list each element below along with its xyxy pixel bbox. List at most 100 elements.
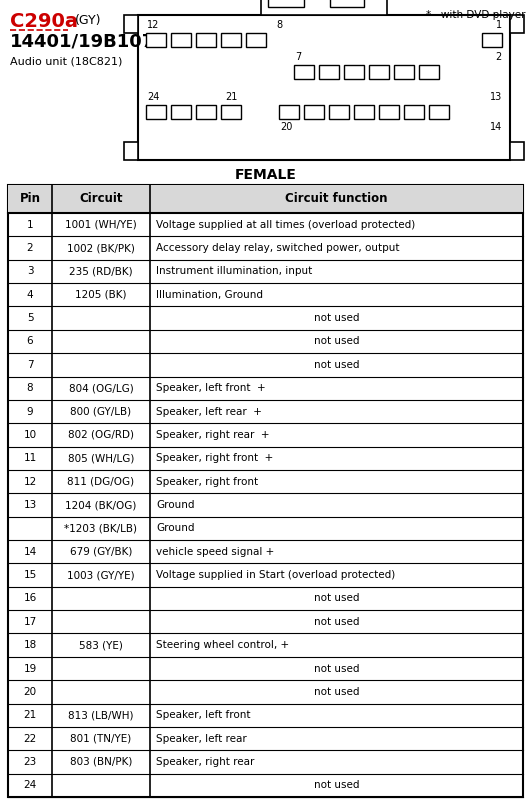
Text: 7: 7: [27, 360, 33, 370]
Text: 6: 6: [27, 337, 33, 346]
Text: 12: 12: [147, 20, 159, 30]
Text: *   with DVD player: * with DVD player: [425, 10, 525, 20]
Text: Steering wheel control, +: Steering wheel control, +: [156, 640, 289, 650]
Text: not used: not used: [314, 687, 359, 697]
Text: 800 (GY/LB): 800 (GY/LB): [71, 406, 132, 417]
Text: 18: 18: [23, 640, 37, 650]
Text: 1: 1: [496, 20, 502, 30]
Text: C290a: C290a: [10, 12, 78, 31]
Bar: [510, 15, 524, 33]
Bar: [419, 65, 439, 79]
Bar: [196, 105, 216, 119]
Text: 20: 20: [23, 687, 37, 697]
Text: 10: 10: [23, 430, 37, 440]
Text: 1003 (GY/YE): 1003 (GY/YE): [67, 570, 135, 580]
Text: Speaker, right rear: Speaker, right rear: [156, 757, 254, 767]
Text: Voltage supplied at all times (overload protected): Voltage supplied at all times (overload …: [156, 220, 415, 230]
Text: 24: 24: [147, 92, 159, 102]
Bar: [171, 105, 191, 119]
Text: 14: 14: [23, 546, 37, 557]
Text: 4: 4: [27, 290, 33, 300]
Bar: [138, 15, 510, 160]
Bar: [146, 33, 166, 47]
Text: Accessory delay relay, switched power, output: Accessory delay relay, switched power, o…: [156, 243, 399, 253]
Text: 801 (TN/YE): 801 (TN/YE): [71, 734, 132, 743]
Text: Audio unit (18C821): Audio unit (18C821): [10, 56, 122, 66]
Text: Speaker, left front: Speaker, left front: [156, 710, 251, 720]
Bar: [329, 105, 349, 119]
Text: Speaker, right rear  +: Speaker, right rear +: [156, 430, 270, 440]
Text: 23: 23: [23, 757, 37, 767]
Text: 1: 1: [27, 220, 33, 230]
Text: 1204 (BK/OG): 1204 (BK/OG): [65, 500, 136, 510]
Text: 805 (WH/LG): 805 (WH/LG): [68, 454, 134, 463]
Bar: [146, 105, 166, 119]
Bar: [405, 105, 424, 119]
Text: 813 (LB/WH): 813 (LB/WH): [68, 710, 134, 720]
Bar: [394, 65, 414, 79]
Text: vehicle speed signal +: vehicle speed signal +: [156, 546, 274, 557]
Bar: [171, 33, 191, 47]
Text: 8: 8: [27, 383, 33, 393]
Text: Speaker, left front  +: Speaker, left front +: [156, 383, 266, 393]
Bar: [279, 105, 299, 119]
Text: 802 (OG/RD): 802 (OG/RD): [68, 430, 134, 440]
Text: 583 (YE): 583 (YE): [79, 640, 123, 650]
Text: 17: 17: [23, 617, 37, 627]
Text: Ground: Ground: [156, 523, 194, 534]
Bar: [8, 185, 523, 797]
Text: Pin: Pin: [20, 193, 40, 206]
Text: 22: 22: [23, 734, 37, 743]
Text: 20: 20: [280, 122, 293, 132]
Text: 8: 8: [276, 20, 282, 30]
Text: not used: not used: [314, 617, 359, 627]
Text: Illumination, Ground: Illumination, Ground: [156, 290, 263, 300]
Text: 811 (DG/OG): 811 (DG/OG): [67, 477, 134, 486]
Bar: [304, 105, 324, 119]
Text: 1001 (WH/YE): 1001 (WH/YE): [65, 220, 137, 230]
Text: (GY): (GY): [75, 14, 101, 27]
Text: 24: 24: [23, 780, 37, 790]
Bar: [124, 15, 138, 33]
Text: 19: 19: [23, 663, 37, 674]
Text: Circuit function: Circuit function: [285, 193, 388, 206]
Text: 1002 (BK/PK): 1002 (BK/PK): [67, 243, 135, 253]
Text: 1205 (BK): 1205 (BK): [75, 290, 127, 300]
Text: Instrument illumination, input: Instrument illumination, input: [156, 266, 312, 277]
Text: Circuit: Circuit: [79, 193, 123, 206]
Text: 2: 2: [27, 243, 33, 253]
Bar: [261, 0, 387, 15]
Text: not used: not used: [314, 594, 359, 603]
Text: 21: 21: [225, 92, 237, 102]
Bar: [221, 33, 241, 47]
Text: *1203 (BK/LB): *1203 (BK/LB): [64, 523, 138, 534]
Bar: [369, 65, 389, 79]
Bar: [319, 65, 339, 79]
Text: 11: 11: [23, 454, 37, 463]
Text: not used: not used: [314, 663, 359, 674]
Bar: [294, 65, 314, 79]
Text: 13: 13: [23, 500, 37, 510]
Text: Ground: Ground: [156, 500, 194, 510]
Bar: [482, 33, 502, 47]
Text: not used: not used: [314, 313, 359, 323]
Text: 13: 13: [490, 92, 502, 102]
Text: 679 (GY/BK): 679 (GY/BK): [70, 546, 132, 557]
Text: 14: 14: [490, 122, 502, 132]
Text: 21: 21: [23, 710, 37, 720]
Text: 9: 9: [27, 406, 33, 417]
Bar: [344, 65, 364, 79]
Bar: [354, 105, 374, 119]
Bar: [246, 33, 266, 47]
Text: Voltage supplied in Start (overload protected): Voltage supplied in Start (overload prot…: [156, 570, 395, 580]
Text: 804 (OG/LG): 804 (OG/LG): [68, 383, 133, 393]
Bar: [124, 142, 138, 160]
Text: Speaker, right front  +: Speaker, right front +: [156, 454, 273, 463]
Text: 235 (RD/BK): 235 (RD/BK): [69, 266, 133, 277]
Bar: [379, 105, 399, 119]
Text: not used: not used: [314, 780, 359, 790]
Text: 16: 16: [23, 594, 37, 603]
Text: 15: 15: [23, 570, 37, 580]
Text: 7: 7: [295, 52, 302, 62]
Text: 12: 12: [23, 477, 37, 486]
